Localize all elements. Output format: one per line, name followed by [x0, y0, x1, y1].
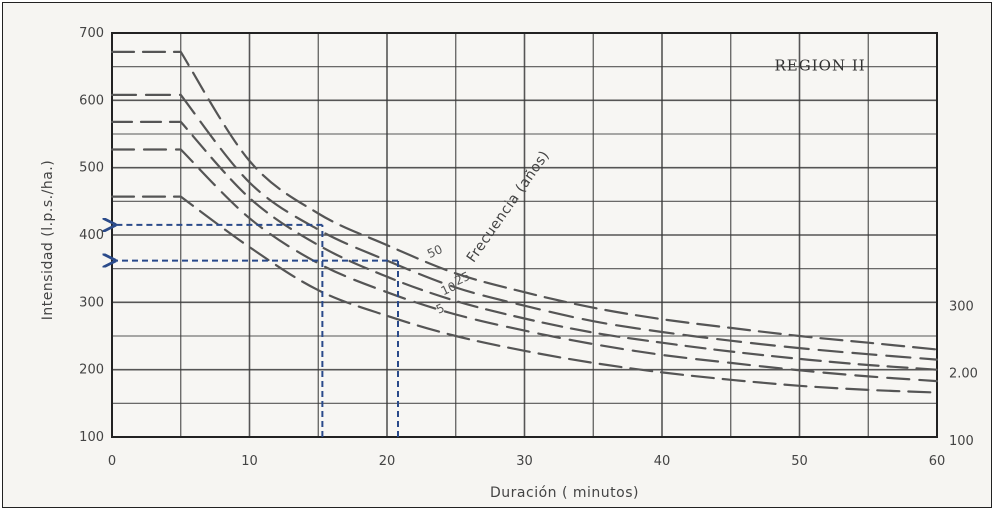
series-line-5 [110, 148, 939, 383]
y-tick-label: 600 [79, 93, 104, 108]
y-tick-label: 100 [79, 430, 104, 445]
grid [111, 32, 938, 438]
series-layer [110, 50, 939, 394]
y-tick-label: 400 [79, 228, 104, 243]
x-tick-label: 30 [516, 454, 533, 469]
x-axis-title: Duración ( minutos) [490, 485, 639, 501]
x-tick-label: 50 [791, 454, 808, 469]
region-annotation: REGION II [775, 57, 866, 75]
y-tick-label: 300 [79, 295, 104, 310]
y-tick-label: 200 [79, 363, 104, 378]
series-label-10: 10 [439, 279, 459, 298]
reference-lines [115, 225, 399, 437]
x-tick-label: 10 [241, 454, 258, 469]
y-axis-title: Intensidad (l.p.s./ha.) [40, 160, 56, 320]
y-tick-label: 700 [79, 26, 104, 41]
series-label-25: 25 [452, 269, 472, 288]
x-tick-label: 0 [108, 454, 116, 469]
x-tick-label: 60 [929, 454, 946, 469]
plot-border [111, 32, 938, 438]
x-tick-label: 40 [654, 454, 671, 469]
right-tick-label: 300 [949, 299, 974, 314]
series-line-25 [110, 93, 939, 361]
series-line-10 [110, 120, 939, 371]
x-tick-label: 20 [379, 454, 396, 469]
y-tick-label: 500 [79, 161, 104, 176]
series-label-50: 50 [425, 242, 445, 261]
right-tick-label: 100 [949, 434, 974, 449]
right-tick-label: 2.00 [949, 367, 978, 382]
series-line-50 [110, 50, 939, 351]
series-line-base [110, 195, 939, 394]
